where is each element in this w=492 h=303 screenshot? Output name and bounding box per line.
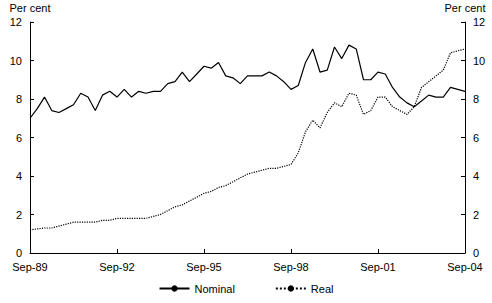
svg-text:Sep-89: Sep-89 [12, 261, 47, 273]
svg-text:Per cent: Per cent [10, 2, 51, 14]
svg-text:Sep-04: Sep-04 [447, 261, 482, 273]
svg-text:2: 2 [16, 209, 22, 221]
svg-text:12: 12 [10, 16, 22, 28]
svg-text:Sep-98: Sep-98 [273, 261, 308, 273]
svg-text:12: 12 [473, 16, 485, 28]
svg-text:8: 8 [16, 93, 22, 105]
svg-text:Sep-92: Sep-92 [99, 261, 134, 273]
svg-text:0: 0 [16, 247, 22, 259]
svg-text:10: 10 [10, 55, 22, 67]
svg-text:Per cent: Per cent [445, 2, 486, 14]
svg-text:Sep-95: Sep-95 [186, 261, 221, 273]
svg-text:Real: Real [311, 283, 334, 295]
svg-text:8: 8 [473, 93, 479, 105]
svg-text:10: 10 [473, 55, 485, 67]
svg-text:4: 4 [473, 170, 479, 182]
svg-text:Nominal: Nominal [195, 283, 235, 295]
svg-text:2: 2 [473, 209, 479, 221]
svg-text:6: 6 [16, 132, 22, 144]
svg-text:0: 0 [473, 247, 479, 259]
svg-text:4: 4 [16, 170, 22, 182]
svg-text:Sep-01: Sep-01 [360, 261, 395, 273]
svg-text:6: 6 [473, 132, 479, 144]
